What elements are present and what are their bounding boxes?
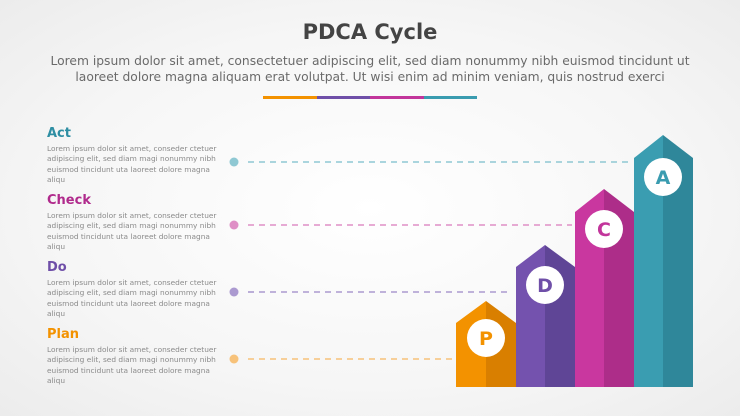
- step-description: Lorem ipsum dolor sit amet, conseder cte…: [47, 278, 217, 318]
- step-description: Lorem ipsum dolor sit amet, conseder cte…: [47, 144, 217, 184]
- bar-letter: P: [479, 328, 493, 350]
- bar-act: A: [634, 135, 693, 387]
- connector-act: [229, 157, 630, 167]
- connector-check: [229, 220, 572, 230]
- title-underline: [263, 96, 477, 99]
- underline-segment-act: [423, 96, 477, 99]
- bar-do: D: [516, 245, 575, 387]
- bar-letter: D: [537, 275, 553, 297]
- underline-segment-check: [370, 96, 424, 99]
- step-check: Check Lorem ipsum dolor sit amet, consed…: [47, 193, 217, 252]
- bar-letter: C: [597, 219, 611, 241]
- bar-check: C: [575, 189, 634, 387]
- step-label: Plan: [47, 327, 80, 342]
- underline-segment-do: [316, 96, 370, 99]
- underline-segment-plan: [263, 96, 317, 99]
- bar-letter: A: [656, 167, 671, 189]
- step-description: Lorem ipsum dolor sit amet, conseder cte…: [47, 211, 217, 251]
- step-description: Lorem ipsum dolor sit amet, conseder cte…: [47, 345, 217, 385]
- step-label: Do: [47, 260, 67, 275]
- page-title: PDCA Cycle: [302, 20, 438, 44]
- connector-plan: [229, 354, 452, 364]
- step-do: Do Lorem ipsum dolor sit amet, conseder …: [47, 260, 217, 319]
- bar-plan: P: [456, 301, 516, 387]
- page-subtitle: Lorem ipsum dolor sit amet, consectetuer…: [50, 54, 690, 84]
- step-label: Check: [47, 193, 91, 208]
- connector-do: [229, 287, 512, 297]
- step-label: Act: [47, 126, 71, 141]
- step-act: Act Lorem ipsum dolor sit amet, conseder…: [47, 126, 217, 185]
- step-plan: Plan Lorem ipsum dolor sit amet, consede…: [47, 327, 217, 386]
